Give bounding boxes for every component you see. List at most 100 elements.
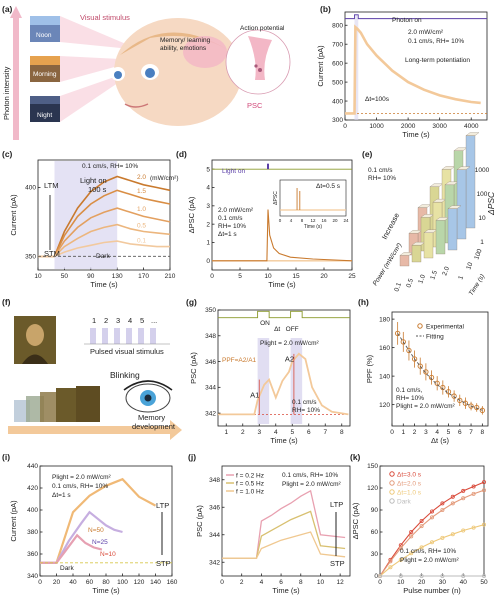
pulse-marker <box>345 14 487 20</box>
y-tick-label: 60 <box>371 529 379 536</box>
plot-frame <box>344 11 488 121</box>
bar-2-1 <box>447 208 458 251</box>
a1-label: A1 <box>250 391 259 400</box>
scene-morning-label: Morning <box>33 71 57 78</box>
x-tick-label: 1 <box>224 429 228 436</box>
z-tick-label: 10 <box>478 215 486 222</box>
power-series-label: 1.0 <box>137 206 146 213</box>
series-point <box>429 515 434 520</box>
legend-experimental-marker <box>417 323 423 329</box>
power-series-label: 0.1 <box>137 237 146 244</box>
y-tick-label: 340 <box>27 573 38 580</box>
experimental-point <box>468 403 474 409</box>
legend-label: f = 0.5 Hz <box>236 481 264 488</box>
y-tick-label: 350 <box>25 253 36 260</box>
pulsed-stimulus-label: Pulsed visual stimulus <box>90 347 164 356</box>
off-label: OFF <box>286 326 299 333</box>
y-tick-label: 30 <box>371 551 379 558</box>
duration-label: 100 s <box>88 185 107 194</box>
speed-label: 0.1 cm/s, <box>396 387 423 394</box>
memory-development-arrow <box>8 420 182 440</box>
legend-label: Δt=1.0 s <box>397 490 422 497</box>
x-tick-label: 0 <box>390 429 394 436</box>
legend-label: Δt=2.0 s <box>397 481 422 488</box>
x-tick-label: 15 <box>292 273 300 280</box>
x-tick-label: 8 <box>299 579 303 586</box>
experimental-point <box>411 356 418 362</box>
x-tick-label: 0 <box>378 579 382 586</box>
x-tick-label: 2 <box>413 429 417 436</box>
speed-label: 0.1 cm/s <box>218 215 243 222</box>
y-tick-label: 120 <box>367 485 378 492</box>
experimental-point <box>474 404 480 411</box>
ltp-label: LTP <box>330 500 343 509</box>
y-tick-label: 0 <box>206 258 210 265</box>
x-tick-label: 40 <box>460 579 468 586</box>
stp-label: STP <box>156 559 171 568</box>
scene-noon-label: Noon <box>36 32 52 39</box>
series-point <box>429 540 434 545</box>
memory-fading-images <box>56 388 78 422</box>
x-tick-label: 170 <box>138 273 149 280</box>
y-tick-label: 2 <box>206 221 210 228</box>
legend-label: Δt=3.0 s <box>397 472 422 479</box>
series-point <box>440 507 445 512</box>
experimental-point <box>457 397 463 403</box>
x-tick-label: 5 <box>238 273 242 280</box>
y-axis-label: Current (pA) <box>9 500 18 542</box>
series-Δt=1.0 s <box>379 524 485 577</box>
blinking-label: Blinking <box>110 370 140 380</box>
x-tick-label: 4 <box>260 579 264 586</box>
x-tick-label: 2 <box>240 579 244 586</box>
x-tick-label: 4000 <box>464 123 479 130</box>
series-point <box>461 528 466 533</box>
y-tick-label: 348 <box>205 333 216 340</box>
y-axis-label: ΔPSC (pA) <box>187 196 196 233</box>
power-tick-label: 2.0 <box>441 265 451 276</box>
conditions-label: 0.1 cm/s, RH= 10% <box>408 38 464 45</box>
inset-x-tick: 24 <box>343 218 349 223</box>
x-axis-label: Pulse number (n) <box>403 586 461 595</box>
sequence-numbers: 1 2 3 4 5 ... <box>92 316 157 325</box>
y-tick-label: 400 <box>332 98 343 105</box>
inset-x-tick: 16 <box>321 218 327 223</box>
light-on-shade <box>354 14 359 120</box>
panel-e-label: (e) <box>362 149 373 159</box>
experimental-point <box>440 384 446 391</box>
y-tick-label: 800 <box>332 22 343 29</box>
panel-c-label: (c) <box>2 149 13 159</box>
x-tick-label: 2000 <box>401 123 416 130</box>
speed-label: 0.1 cm/s <box>368 167 393 174</box>
x-tick-label: 130 <box>112 273 123 280</box>
y-tick-label: 1 <box>206 240 210 247</box>
light-pulse-trace <box>218 310 350 319</box>
x-tick-label: 40 <box>69 579 77 586</box>
y-tick-label: 346 <box>209 504 220 511</box>
x-tick-label: 1000 <box>369 123 384 130</box>
power-tick-label: 1.5 <box>429 269 439 280</box>
rh-label: RH= 10% <box>218 223 246 230</box>
series-f = 0.2 Hz <box>222 489 346 559</box>
x-tick-label: 10 <box>264 273 272 280</box>
dt-label: Δt=1 s <box>218 231 237 238</box>
y-tick-label: 380 <box>27 529 38 536</box>
bar-2-100 <box>465 135 476 229</box>
legend-experimental-label: Experimental <box>426 324 464 331</box>
photon-on-label: Photon on <box>392 17 422 24</box>
inset-x-tick: 20 <box>332 218 338 223</box>
panel-g-label: (g) <box>186 297 197 307</box>
a2-label: A2 <box>285 355 294 364</box>
x-tick-label: 80 <box>102 579 110 586</box>
ltp-label: Long-term potentiation <box>405 57 470 64</box>
series-point <box>419 545 424 550</box>
panel-f: 1 2 3 4 5 ... Pulsed visual stimulus Bli… <box>8 316 182 440</box>
x-tick-label: 4 <box>274 429 278 436</box>
conditions-label: 0.1 cm/s, RH= 10% <box>400 548 456 555</box>
dt-label: Δt <box>274 326 280 333</box>
experimental-point <box>400 339 406 345</box>
inset-y-label: ΔPSC <box>273 191 279 205</box>
power-series-label: 1.5 <box>137 188 146 195</box>
panel-i-chart: 0 20 40 60 80 100 120 140 160 340 360 380 400 420 440 T… <box>9 463 178 595</box>
y-tick-label: 350 <box>205 307 216 314</box>
series-point <box>419 574 424 579</box>
